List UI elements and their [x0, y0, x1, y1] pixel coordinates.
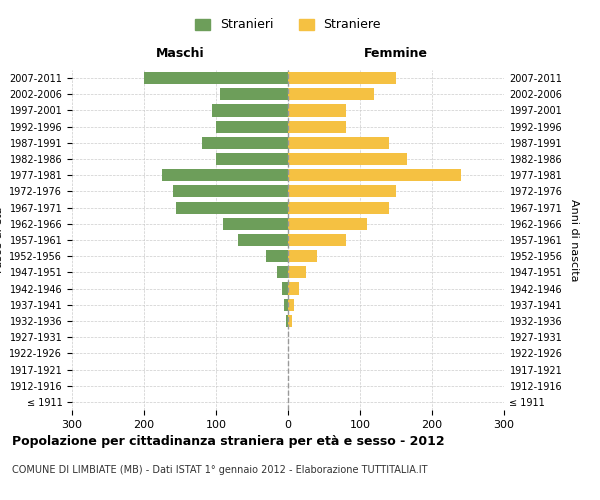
Bar: [288, 153, 407, 165]
Bar: [284, 298, 288, 311]
Bar: [223, 218, 288, 230]
Bar: [288, 186, 396, 198]
Bar: [288, 218, 367, 230]
Bar: [286, 315, 288, 327]
Bar: [288, 137, 389, 149]
Bar: [288, 298, 294, 311]
Bar: [176, 202, 288, 213]
Bar: [282, 282, 288, 294]
Text: Maschi: Maschi: [155, 47, 205, 60]
Bar: [216, 153, 288, 165]
Text: Popolazione per cittadinanza straniera per età e sesso - 2012: Popolazione per cittadinanza straniera p…: [12, 435, 445, 448]
Bar: [288, 282, 299, 294]
Text: Femmine: Femmine: [364, 47, 428, 60]
Bar: [212, 104, 288, 117]
Bar: [162, 169, 288, 181]
Bar: [288, 234, 346, 246]
Legend: Stranieri, Straniere: Stranieri, Straniere: [195, 18, 381, 32]
Y-axis label: Fasce di età: Fasce di età: [0, 207, 4, 273]
Bar: [220, 88, 288, 101]
Bar: [288, 88, 374, 101]
Bar: [173, 186, 288, 198]
Bar: [288, 315, 292, 327]
Bar: [288, 266, 306, 278]
Text: COMUNE DI LIMBIATE (MB) - Dati ISTAT 1° gennaio 2012 - Elaborazione TUTTITALIA.I: COMUNE DI LIMBIATE (MB) - Dati ISTAT 1° …: [12, 465, 427, 475]
Bar: [266, 250, 288, 262]
Bar: [288, 169, 461, 181]
Bar: [288, 250, 317, 262]
Bar: [288, 72, 396, 84]
Bar: [202, 137, 288, 149]
Bar: [288, 120, 346, 132]
Bar: [288, 202, 389, 213]
Y-axis label: Anni di nascita: Anni di nascita: [569, 198, 579, 281]
Bar: [238, 234, 288, 246]
Bar: [144, 72, 288, 84]
Bar: [277, 266, 288, 278]
Bar: [288, 104, 346, 117]
Bar: [216, 120, 288, 132]
